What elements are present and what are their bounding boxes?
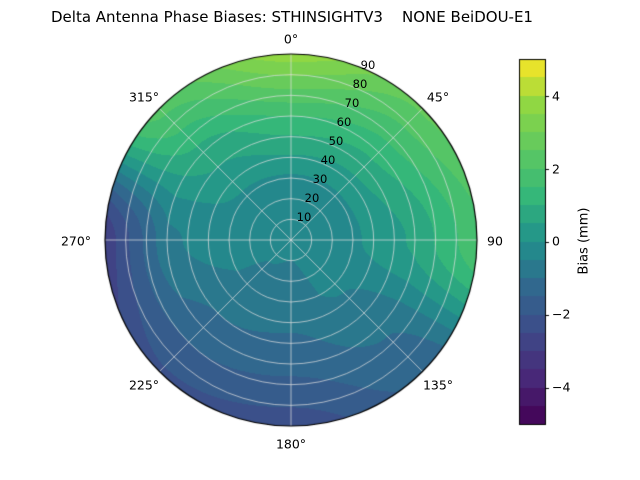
radial-tick-30: 30 — [312, 172, 328, 186]
angular-tick-225: 225° — [128, 377, 160, 393]
radial-tick-50: 50 — [328, 134, 344, 148]
radial-tick-20: 20 — [304, 191, 320, 205]
chart-title: Delta Antenna Phase Biases: STHINSIGHTV3… — [51, 8, 533, 26]
colorbar-tick-m2: −2 — [552, 306, 571, 322]
angular-tick-135: 135° — [422, 377, 454, 393]
radial-tick-40: 40 — [320, 153, 336, 167]
radial-tick-70: 70 — [344, 96, 360, 110]
colorbar-tick-0: 0 — [552, 233, 560, 249]
radial-tick-90: 90 — [360, 58, 376, 72]
radial-tick-60: 60 — [336, 115, 352, 129]
colorbar-tick-2: 2 — [552, 161, 560, 177]
colorbar-axis-label: Bias (mm) — [576, 207, 592, 275]
colorbar-tick-4: 4 — [552, 88, 560, 104]
colorbar-tick-m4: −4 — [552, 379, 571, 395]
angular-tick-180: 180° — [275, 436, 307, 452]
angular-tick-315: 315° — [128, 89, 160, 105]
angular-tick-0: 0° — [283, 31, 299, 47]
angular-tick-45: 45° — [426, 89, 450, 105]
radial-tick-10: 10 — [296, 210, 312, 224]
angular-tick-90: 90 — [487, 233, 503, 249]
angular-tick-270: 270° — [60, 233, 92, 249]
radial-tick-80: 80 — [352, 77, 368, 91]
